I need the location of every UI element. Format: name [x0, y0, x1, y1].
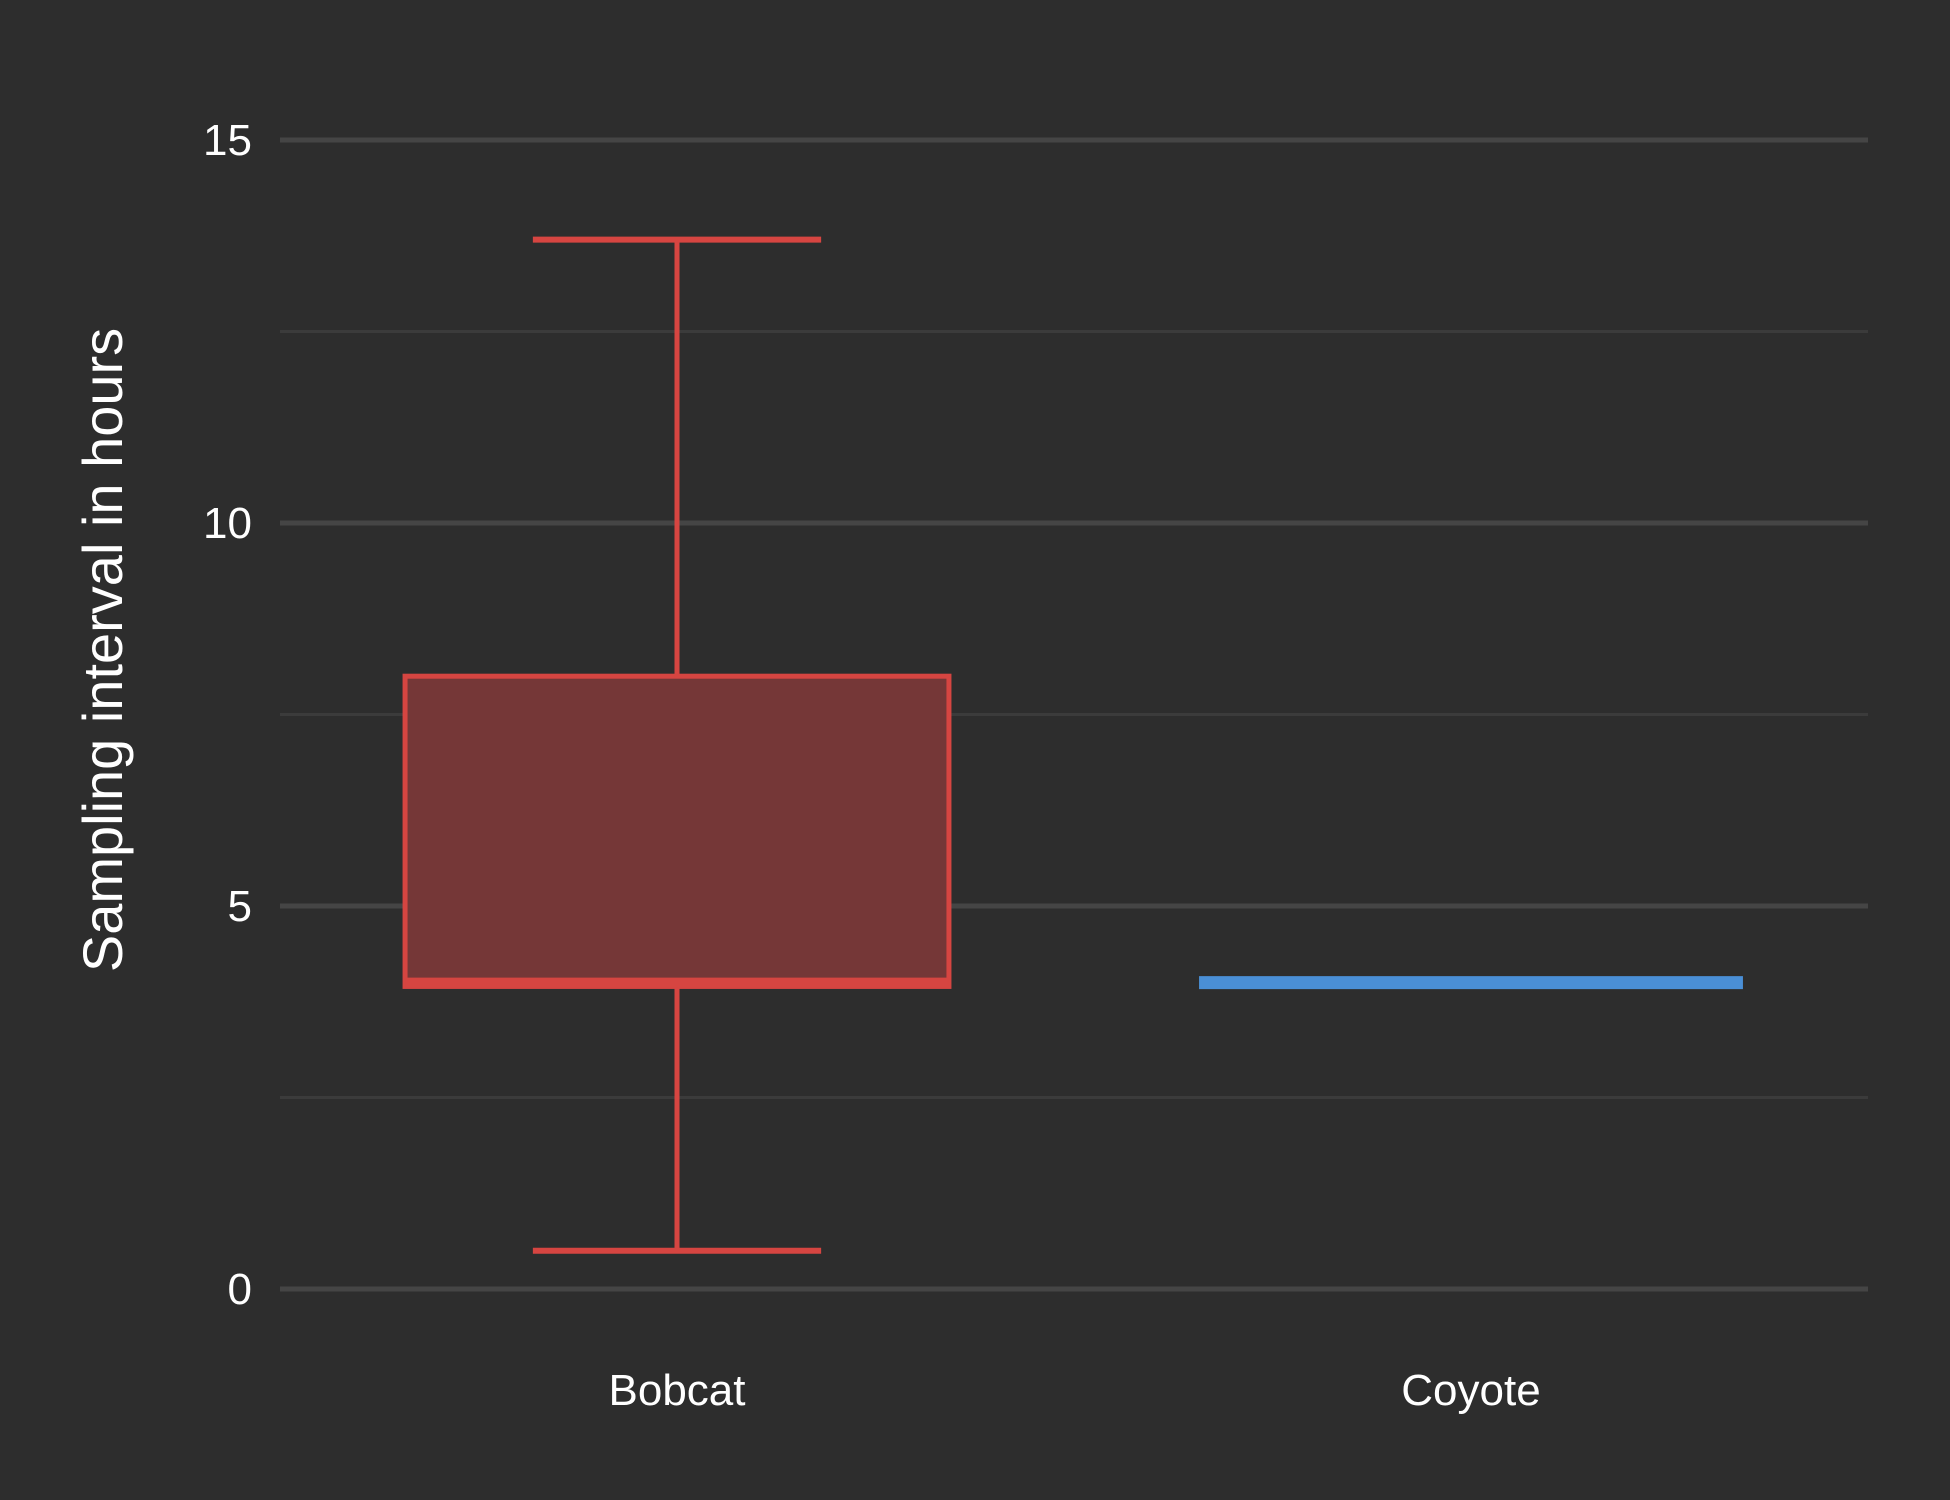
iqr-box [402, 673, 952, 989]
x-tick-label: Coyote [1401, 1366, 1540, 1415]
y-axis-ticks: 0 5 10 15 [203, 116, 252, 1314]
x-tick-label: Bobcat [609, 1366, 746, 1415]
y-tick-label: 10 [203, 499, 252, 548]
y-axis-title: Sampling interval in hours [71, 328, 134, 972]
y-tick-label: 5 [228, 882, 252, 931]
box-bobcat [402, 236, 952, 1254]
box-series [402, 236, 1743, 1254]
x-axis-ticks: Bobcat Coyote [609, 1366, 1541, 1415]
y-tick-label: 0 [228, 1265, 252, 1314]
y-tick-label: 15 [203, 116, 252, 165]
